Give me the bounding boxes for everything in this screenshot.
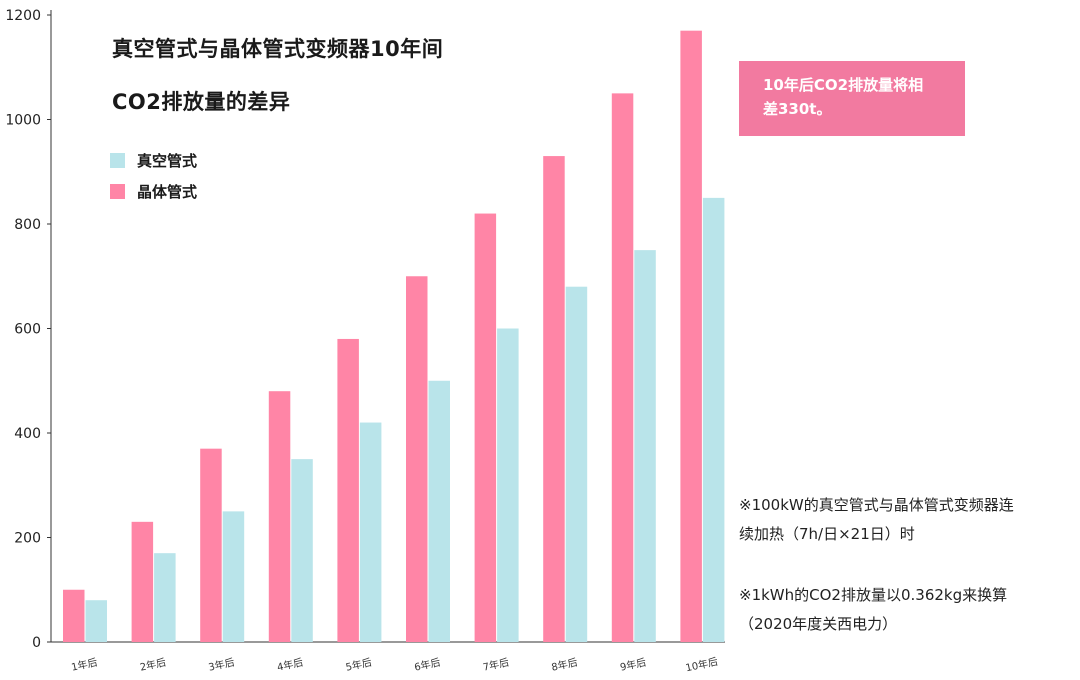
bar-vacuum-8	[565, 286, 588, 642]
bar-transistor-2	[131, 521, 154, 642]
legend: 真空管式 晶体管式	[110, 145, 197, 207]
x-tick-label: 1年后	[70, 655, 99, 673]
chart-title-line-2: CO2排放量的差异	[112, 90, 291, 114]
callout-box: 10年后CO2排放量将相 差330t。	[739, 61, 965, 136]
legend-swatch-vacuum	[110, 153, 125, 168]
bar-transistor-4	[268, 391, 291, 642]
bar-vacuum-3	[222, 511, 245, 642]
y-tick-label: 1200	[5, 8, 41, 24]
x-tick-label: 6年后	[413, 655, 442, 673]
x-tick-label: 2年后	[139, 655, 168, 673]
y-axis: 0 200 400 600 800 1000 1200	[5, 8, 52, 651]
legend-label-vacuum: 真空管式	[137, 152, 198, 170]
footnote-1: ※100kW的真空管式与晶体管式变频器连 续加热（7h/日×21日）时	[739, 491, 1074, 549]
x-tick-label: 9年后	[619, 655, 648, 673]
x-tick-label: 3年后	[207, 655, 236, 673]
callout-line-2: 差330t。	[763, 100, 832, 118]
bar-transistor-7	[474, 213, 497, 643]
bar-transistor-10	[680, 30, 702, 643]
bar-vacuum-1	[85, 600, 107, 642]
y-tick-label: 600	[14, 322, 41, 338]
footnote-2: ※1kWh的CO2排放量以0.362kg来换算 （2020年度关西电力）	[739, 581, 1074, 639]
x-tick-label: 7年后	[482, 655, 511, 673]
y-tick-label: 400	[14, 426, 41, 442]
bar-vacuum-9	[634, 250, 656, 642]
bar-vacuum-2	[154, 553, 176, 642]
footnote-1-line-2: 续加热（7h/日×21日）时	[739, 525, 915, 543]
bars	[63, 30, 725, 643]
legend-item-vacuum: 真空管式	[110, 145, 197, 176]
bar-vacuum-4	[291, 459, 313, 642]
bar-vacuum-5	[359, 422, 382, 642]
x-tick-label: 4年后	[276, 655, 305, 673]
bar-transistor-5	[337, 338, 359, 642]
chart-title-line-1: 真空管式与晶体管式变频器10年间	[112, 37, 444, 61]
bar-transistor-8	[543, 156, 565, 642]
x-tick-label: 8年后	[550, 655, 579, 673]
y-tick-label: 200	[14, 531, 41, 547]
legend-item-transistor: 晶体管式	[110, 176, 197, 207]
x-axis: 1年后 2年后 3年后 4年后 5年后 6年后 7年后 8年后 9年后 10年后	[51, 641, 725, 675]
x-tick-label: 10年后	[684, 655, 719, 675]
bar-vacuum-6	[428, 380, 450, 642]
callout-line-1: 10年后CO2排放量将相	[763, 76, 924, 94]
x-tick-label: 5年后	[344, 655, 373, 673]
legend-label-transistor: 晶体管式	[137, 183, 198, 201]
bar-transistor-3	[200, 448, 222, 642]
bar-vacuum-10	[702, 197, 725, 642]
footnote-2-line-2: （2020年度关西电力）	[739, 615, 898, 633]
bar-transistor-1	[63, 589, 85, 642]
y-tick-label: 800	[14, 217, 41, 233]
bar-vacuum-7	[497, 328, 519, 642]
footnote-2-line-1: ※1kWh的CO2排放量以0.362kg来换算	[739, 586, 1008, 604]
y-tick-label: 0	[32, 635, 41, 651]
legend-swatch-transistor	[110, 184, 125, 199]
y-tick-label: 1000	[5, 113, 41, 129]
footnote-1-line-1: ※100kW的真空管式与晶体管式变频器连	[739, 496, 1014, 514]
bar-transistor-6	[406, 276, 428, 642]
bar-transistor-9	[611, 93, 634, 642]
